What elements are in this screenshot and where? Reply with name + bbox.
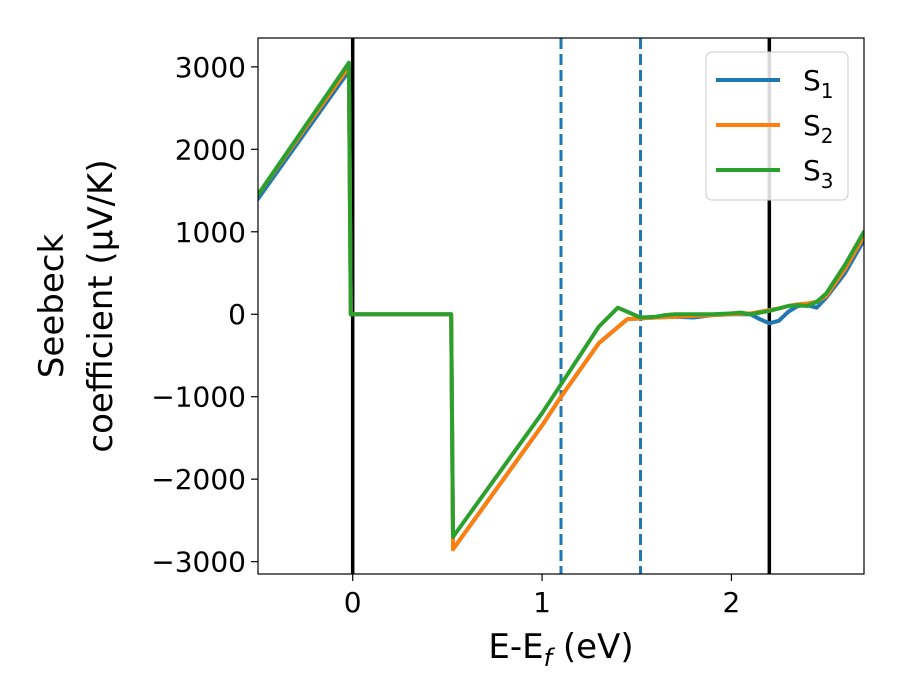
y-tick-label: −1000	[151, 381, 246, 414]
y-tick-label: 3000	[175, 51, 246, 84]
legend-label-subscript: 2	[821, 124, 834, 148]
x-axis: 0 1 2	[344, 574, 741, 619]
y-tick-label: 0	[228, 298, 246, 331]
legend-label-subscript: 3	[821, 169, 834, 193]
legend-label-3: S3	[803, 154, 834, 193]
plot-frame	[257, 37, 865, 575]
y-tick-label: 1000	[175, 216, 246, 249]
x-axis-label-unit: (eV)	[552, 627, 634, 667]
x-axis-label: E-Ef (eV)	[488, 627, 633, 672]
x-tick-label: 1	[533, 586, 551, 619]
y-axis-label-line1: Seebeck	[32, 234, 72, 379]
legend-label-1: S1	[803, 64, 834, 103]
series-line-3	[258, 60, 864, 539]
legend-label-2: S2	[803, 109, 834, 148]
x-tick-label: 2	[723, 586, 741, 619]
legend-label-name: S	[803, 154, 821, 187]
y-axis-label-line2: coefficient (μV/K)	[81, 159, 121, 452]
legend-label-name: S	[803, 64, 821, 97]
y-tick-label: −2000	[151, 463, 246, 496]
y-tick-label: −3000	[151, 546, 246, 579]
x-tick-label: 0	[344, 586, 362, 619]
y-tick-label: 2000	[175, 133, 246, 166]
legend-label-subscript: 1	[821, 79, 834, 103]
legend-label-name: S	[803, 109, 821, 142]
y-axis: −3000 −2000 −1000 0 1000 2000 3000	[151, 51, 258, 579]
